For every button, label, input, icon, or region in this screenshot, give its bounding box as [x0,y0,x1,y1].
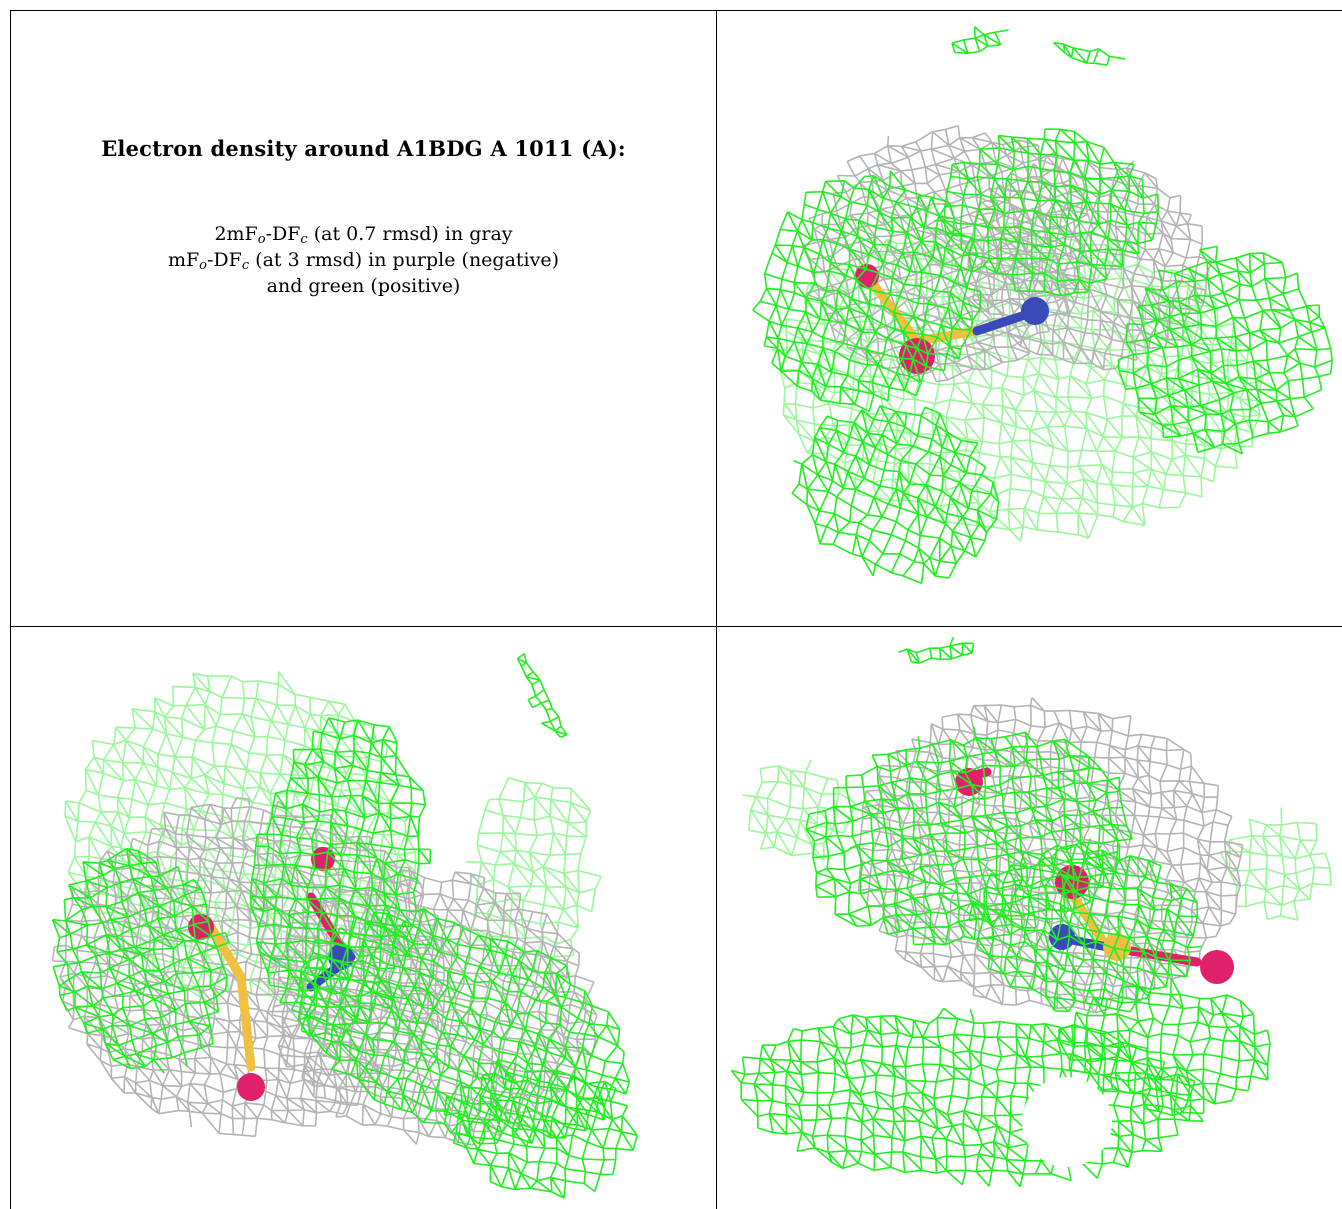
nitrogen-atom [1021,297,1049,325]
sulfur-bond [236,972,256,1072]
positive-density-mesh [1053,41,1126,66]
page-title: Electron density around A1BDG A 1011 (A)… [101,136,626,161]
oxygen-bond [306,892,346,952]
positive-density-mesh [290,907,631,1145]
positive-density-mesh-faint [465,776,602,985]
positive-density-mesh-faint [742,759,856,861]
density-mesh-view-2 [51,653,638,1199]
positive-density-mesh [805,726,1134,946]
legend-line-difference: mFo-DFc (at 3 rmsd) in purple (negative) [167,249,560,273]
density-view-bottom-right [717,627,1342,1209]
caption-cell: Electron density around A1BDG A 1011 (A)… [11,11,716,626]
sulfur-bond [862,271,922,346]
density-view-bottom-left [11,627,716,1209]
legend-line-gray: 2mFo-DFc (at 0.7 rmsd) in gray [214,223,513,247]
positive-density-mesh [1117,245,1333,455]
positive-density-mesh [443,1058,638,1199]
density-mesh-view-3 [730,637,1332,1188]
positive-density-mesh [934,128,1160,297]
positive-density-mesh [791,404,1000,585]
positive-density-mesh [51,847,230,1074]
gray-density-mesh [959,154,1213,371]
oxygen-atom [1200,950,1234,984]
legend-line-positive: and green (positive) [266,275,461,297]
table-left-border [10,10,11,1209]
sulfur-bond [912,326,982,346]
positive-density-mesh [752,170,982,413]
positive-density-mesh [516,653,568,738]
density-cavity [1022,1077,1112,1167]
table-top-border [10,10,1342,11]
table-center-border [716,10,717,1209]
positive-density-mesh [951,26,1009,55]
oxygen-atom [899,338,935,374]
density-mesh-view-1 [752,26,1333,585]
oxygen-atom [237,1073,265,1101]
map-legend: 2mFo-DFc (at 0.7 rmsd) in gray mFo-DFc (… [168,221,559,299]
positive-density-mesh [898,637,975,664]
density-view-top-right [717,11,1342,626]
table-middle-border [10,626,1342,627]
positive-density-mesh [968,838,1203,1013]
positive-density-mesh [1058,978,1271,1117]
positive-density-mesh [730,1007,1204,1188]
oxygen-atom [855,264,879,288]
